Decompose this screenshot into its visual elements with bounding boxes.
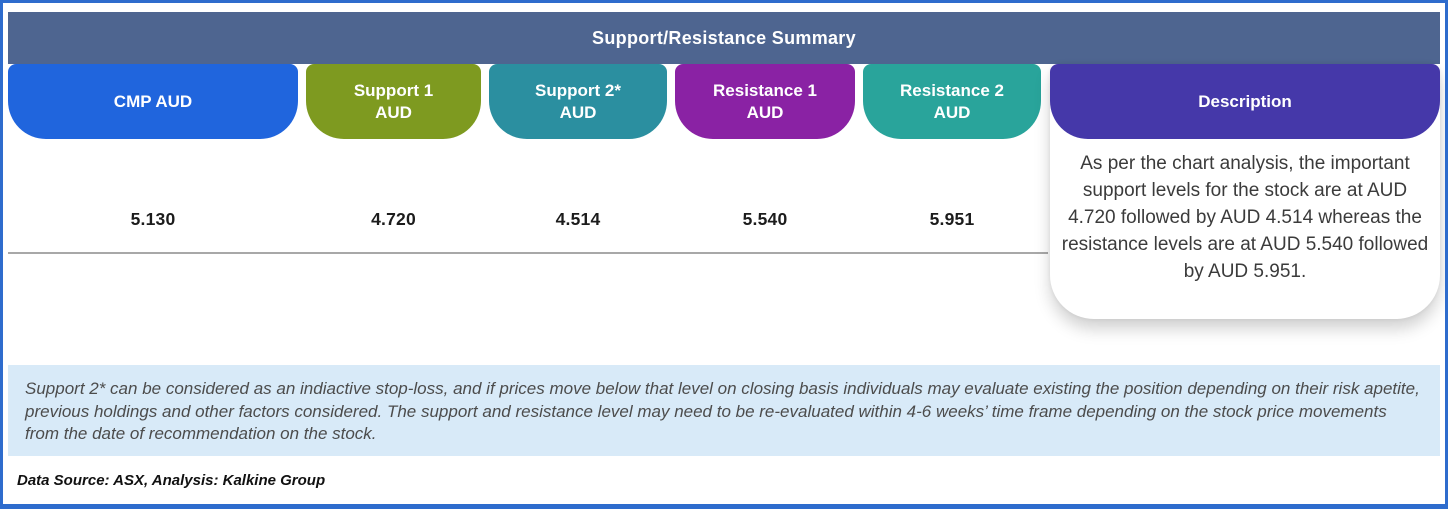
column-header-resistance1: Resistance 1 AUD [675,64,855,139]
column-header-label: AUD [746,102,784,122]
column-header-description: Description [1050,64,1440,139]
values-row: 5.130 4.720 4.514 5.540 5.951 [8,139,1440,252]
description-card: Description As per the chart analysis, t… [1050,64,1440,319]
summary-title: Support/Resistance Summary [592,27,856,48]
value-resistance1: 5.540 [742,209,788,229]
value-cmp: 5.130 [130,209,176,229]
summary-table: CMP AUD Support 1 AUD Support 2* AUD Res… [8,64,1440,319]
column-header-label: Resistance 2 [900,81,1004,101]
footnote-text: Support 2* can be considered as an india… [25,379,1420,444]
value-resistance2: 5.951 [929,209,975,229]
column-header-label: Support 2* [535,81,621,101]
column-header-label: AUD [375,102,412,122]
value-support2: 4.514 [555,209,601,229]
column-header-row: CMP AUD Support 1 AUD Support 2* AUD Res… [8,64,1440,139]
column-header-label: Support 1 [353,81,434,101]
column-header-label: AUD [559,102,597,122]
description-text: As per the chart analysis, the important… [1061,153,1429,282]
column-header-label: Resistance 1 [713,81,817,101]
footnote-box: Support 2* can be considered as an india… [8,365,1440,456]
column-header-cmp: CMP AUD [8,64,298,139]
column-header-support1: Support 1 AUD [306,64,481,139]
column-header-label: Description [1198,91,1292,111]
column-header-label: CMP AUD [113,91,193,111]
column-header-label: AUD [933,102,971,122]
column-header-resistance2: Resistance 2 AUD [863,64,1041,139]
summary-title-band: Support/Resistance Summary [8,12,1440,64]
data-source-line: Data Source: ASX, Analysis: Kalkine Grou… [17,472,326,489]
row-divider [8,252,1048,254]
column-header-support2: Support 2* AUD [489,64,667,139]
value-support1: 4.720 [371,209,416,229]
